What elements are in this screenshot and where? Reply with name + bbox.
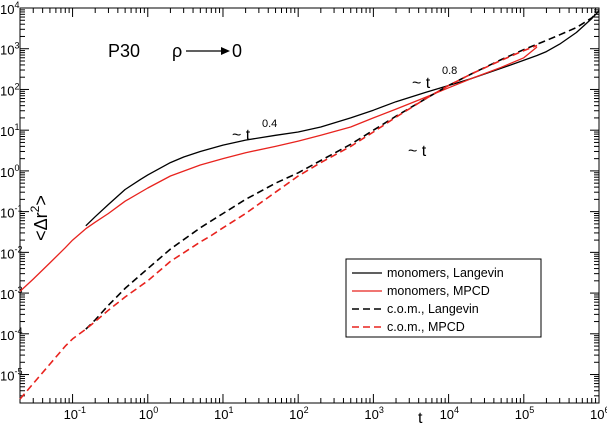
y-label-close: > xyxy=(31,195,51,206)
svg-text:c.o.m., MPCD: c.o.m., MPCD xyxy=(387,320,465,334)
series-layer xyxy=(19,10,600,400)
y-tick-label: 100 xyxy=(0,163,19,180)
y-tick-label: 10-5 xyxy=(0,367,22,384)
x-tick-label: 104 xyxy=(440,405,459,422)
svg-text:<Δr2>: <Δr2> xyxy=(28,195,51,241)
y-label-sup: 2 xyxy=(28,205,42,212)
svg-text:c.o.m., Langevin: c.o.m., Langevin xyxy=(387,302,479,316)
y-label-open: < xyxy=(31,230,51,241)
x-tick-label: 102 xyxy=(289,405,308,422)
slope-04-label: ~ t xyxy=(232,127,251,144)
legend-item-com-mpcd: c.o.m., MPCD xyxy=(352,320,465,334)
y-tick-label: 101 xyxy=(0,122,19,139)
slope-1-label: ~ t xyxy=(408,143,427,160)
plot-frame xyxy=(19,7,600,404)
system-label: P30 xyxy=(108,41,140,61)
legend-item-monomers-langevin: monomers, Langevin xyxy=(352,266,504,280)
legend-box xyxy=(345,258,542,338)
x-axis-label: t xyxy=(418,410,423,424)
density-limit: 0 xyxy=(232,41,242,61)
legend-item-com-langevin: c.o.m., Langevin xyxy=(352,302,479,316)
y-label-r: r xyxy=(31,212,51,218)
x-tick-label: 10-1 xyxy=(64,405,86,422)
y-tick-label: 102 xyxy=(0,81,19,98)
series-line-3 xyxy=(85,10,600,330)
y-label-delta: Δ xyxy=(31,218,51,230)
svg-text:monomers, Langevin: monomers, Langevin xyxy=(387,266,504,280)
legend: monomers, Langevin monomers, MPCD c.o.m.… xyxy=(345,258,542,338)
series-line-4 xyxy=(19,44,538,400)
slope-04-exponent: 0.4 xyxy=(262,118,277,130)
x-tick-label: 106 xyxy=(590,405,607,422)
legend-item-monomers-mpcd: monomers, MPCD xyxy=(352,284,490,298)
slope-08-exponent: 0.8 xyxy=(442,65,457,77)
arrow-icon xyxy=(186,47,230,55)
svg-text:monomers, MPCD: monomers, MPCD xyxy=(387,284,490,298)
x-tick-label: 103 xyxy=(364,405,383,422)
x-tick-label: 105 xyxy=(515,405,534,422)
x-tick-label: 101 xyxy=(214,405,233,422)
y-tick-label: 10-2 xyxy=(0,244,22,261)
slope-08-label: ~ t xyxy=(412,75,431,92)
axis-ticks xyxy=(19,7,600,404)
y-tick-label: 10-4 xyxy=(0,326,22,343)
series-line-1 xyxy=(85,10,600,227)
series-line-2 xyxy=(19,46,538,292)
y-axis-label: <Δr2> xyxy=(28,195,51,241)
y-tick-label: 103 xyxy=(0,41,19,58)
y-tick-label: 10-1 xyxy=(0,204,22,221)
y-tick-label: 104 xyxy=(0,0,19,17)
y-tick-label: 10-3 xyxy=(0,285,22,302)
x-tick-label: 100 xyxy=(139,405,158,422)
density-symbol: ρ xyxy=(172,41,182,61)
